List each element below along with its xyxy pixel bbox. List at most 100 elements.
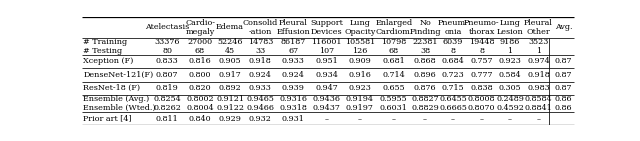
Text: 0.816: 0.816 [189, 57, 211, 65]
Text: Pneumo-
thorax: Pneumo- thorax [464, 19, 499, 36]
Text: 0.807: 0.807 [156, 71, 179, 79]
Text: 0.8254
0.8262: 0.8254 0.8262 [153, 95, 181, 112]
Text: Consolid
-ation: Consolid -ation [243, 19, 278, 36]
Text: Xception (F): Xception (F) [83, 57, 134, 65]
Text: –: – [423, 115, 427, 123]
Text: 0.918: 0.918 [249, 57, 271, 65]
Text: 0.820: 0.820 [189, 84, 211, 92]
Text: 0.974: 0.974 [527, 57, 550, 65]
Text: 0.918: 0.918 [527, 71, 550, 79]
Text: 0.9436
0.9437: 0.9436 0.9437 [312, 95, 340, 112]
Text: 0.833: 0.833 [156, 57, 179, 65]
Text: 33376
80: 33376 80 [154, 38, 180, 55]
Text: –: – [324, 115, 328, 123]
Text: –: – [358, 115, 362, 123]
Text: 0.896: 0.896 [413, 71, 436, 79]
Text: 0.8002
0.8004: 0.8002 0.8004 [186, 95, 214, 112]
Text: Atelectasis: Atelectasis [145, 23, 189, 31]
Text: 19448
8: 19448 8 [468, 38, 494, 55]
Text: 0.923: 0.923 [499, 57, 522, 65]
Text: 0.8584
0.8841: 0.8584 0.8841 [525, 95, 552, 112]
Text: 0.87: 0.87 [555, 84, 572, 92]
Text: 0.923: 0.923 [348, 84, 371, 92]
Text: 0.6455
0.6665: 0.6455 0.6665 [439, 95, 467, 112]
Text: 0.715: 0.715 [442, 84, 465, 92]
Text: 6039
8: 6039 8 [443, 38, 463, 55]
Text: DenseNet-121(F): DenseNet-121(F) [83, 71, 154, 79]
Text: 3523
1: 3523 1 [529, 38, 548, 55]
Text: Prior art [4]: Prior art [4] [83, 115, 132, 123]
Text: 10798
68: 10798 68 [381, 38, 406, 55]
Text: 0.723: 0.723 [442, 71, 465, 79]
Text: No
Finding: No Finding [410, 19, 441, 36]
Text: 0.983: 0.983 [527, 84, 550, 92]
Text: 0.939: 0.939 [282, 84, 305, 92]
Text: 0.876: 0.876 [414, 84, 436, 92]
Text: 86187
67: 86187 67 [281, 38, 306, 55]
Text: 0.8008
0.8070: 0.8008 0.8070 [468, 95, 495, 112]
Text: 0.917: 0.917 [219, 71, 241, 79]
Text: Avg.: Avg. [555, 23, 572, 31]
Text: 0.714: 0.714 [382, 71, 405, 79]
Text: –: – [508, 115, 512, 123]
Text: 0.757: 0.757 [470, 57, 493, 65]
Text: 0.951: 0.951 [315, 57, 338, 65]
Text: –: – [392, 115, 396, 123]
Text: Support
Devices: Support Devices [310, 19, 343, 36]
Text: 0.840: 0.840 [189, 115, 211, 123]
Text: 0.934: 0.934 [315, 71, 338, 79]
Text: 0.947: 0.947 [315, 84, 338, 92]
Text: 0.800: 0.800 [189, 71, 211, 79]
Text: 0.8827
0.8829: 0.8827 0.8829 [412, 95, 439, 112]
Text: 105581
126: 105581 126 [344, 38, 375, 55]
Text: Cardio-
megaly: Cardio- megaly [185, 19, 215, 36]
Text: –: – [451, 115, 455, 123]
Text: Edema: Edema [216, 23, 244, 31]
Text: 27000
68: 27000 68 [188, 38, 212, 55]
Text: 0.838: 0.838 [470, 84, 493, 92]
Text: 0.305: 0.305 [499, 84, 522, 92]
Text: Lung
Lesion: Lung Lesion [497, 19, 524, 36]
Text: 0.87: 0.87 [555, 57, 572, 65]
Text: Ensemble (Avg.)
Ensemble (Wted.): Ensemble (Avg.) Ensemble (Wted.) [83, 95, 156, 112]
Text: 0.819: 0.819 [156, 84, 179, 92]
Text: 0.9316
0.9318: 0.9316 0.9318 [280, 95, 307, 112]
Text: 0.916: 0.916 [348, 71, 371, 79]
Text: 0.777: 0.777 [470, 71, 493, 79]
Text: –: – [536, 115, 541, 123]
Text: 0.933: 0.933 [282, 57, 305, 65]
Text: 0.2489
0.4592: 0.2489 0.4592 [496, 95, 524, 112]
Text: # Training
# Testing: # Training # Testing [83, 38, 127, 55]
Text: 0.684: 0.684 [442, 57, 465, 65]
Text: 0.87: 0.87 [555, 71, 572, 79]
Text: 0.924: 0.924 [282, 71, 305, 79]
Text: 0.86
0.86: 0.86 0.86 [555, 95, 572, 112]
Text: 52246
45: 52246 45 [217, 38, 243, 55]
Text: 9186
1: 9186 1 [500, 38, 520, 55]
Text: 0.931: 0.931 [282, 115, 305, 123]
Text: Enlarged
Cardiom.: Enlarged Cardiom. [375, 19, 412, 36]
Text: 0.932: 0.932 [249, 115, 272, 123]
Text: 0.933: 0.933 [249, 84, 272, 92]
Text: 0.5955
0.6031: 0.5955 0.6031 [380, 95, 408, 112]
Text: –: – [479, 115, 484, 123]
Text: Lung
Opacity: Lung Opacity [344, 19, 376, 36]
Text: 0.868: 0.868 [414, 57, 436, 65]
Text: 0.811: 0.811 [156, 115, 179, 123]
Text: 0.655: 0.655 [383, 84, 405, 92]
Text: 0.909: 0.909 [348, 57, 371, 65]
Text: 0.9121
0.9122: 0.9121 0.9122 [216, 95, 244, 112]
Text: 0.929: 0.929 [219, 115, 241, 123]
Text: Pleural
Other: Pleural Other [524, 19, 553, 36]
Text: ResNet-18 (F): ResNet-18 (F) [83, 84, 141, 92]
Text: 0.584: 0.584 [499, 71, 522, 79]
Text: Pneum-
onia: Pneum- onia [438, 19, 468, 36]
Text: 0.924: 0.924 [249, 71, 272, 79]
Text: 116001
107: 116001 107 [311, 38, 342, 55]
Text: 0.892: 0.892 [219, 84, 241, 92]
Text: 22381
38: 22381 38 [412, 38, 438, 55]
Text: 0.681: 0.681 [382, 57, 405, 65]
Text: Pleural
Effusion: Pleural Effusion [276, 19, 310, 36]
Text: 0.905: 0.905 [219, 57, 241, 65]
Text: 14783
33: 14783 33 [248, 38, 273, 55]
